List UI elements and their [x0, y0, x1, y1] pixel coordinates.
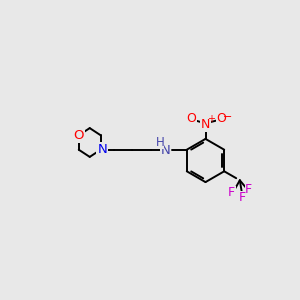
Text: F: F — [228, 186, 235, 200]
Text: O: O — [74, 129, 84, 142]
Text: O: O — [216, 112, 226, 125]
Text: O: O — [186, 112, 196, 125]
Text: −: − — [223, 112, 232, 122]
Text: +: + — [207, 113, 214, 124]
Text: F: F — [238, 191, 246, 204]
Text: H: H — [155, 136, 164, 149]
Text: F: F — [245, 183, 252, 196]
Text: N: N — [201, 118, 210, 131]
Text: N: N — [161, 144, 171, 157]
Text: N: N — [97, 143, 107, 156]
